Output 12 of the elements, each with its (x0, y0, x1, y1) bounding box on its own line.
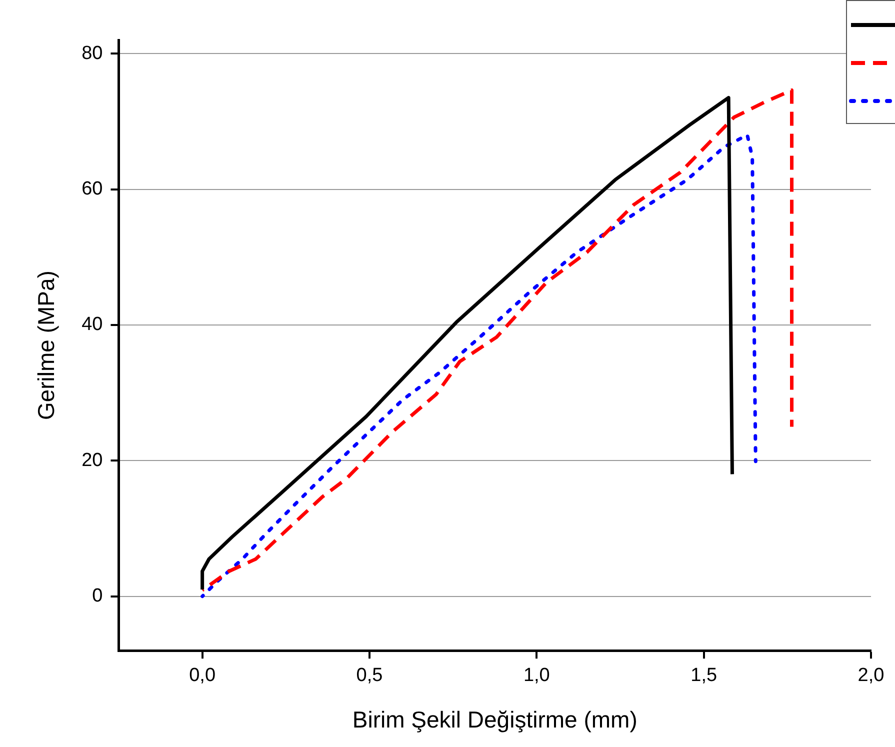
y-tick-label: 0 (92, 586, 103, 607)
x-tick-label: 0,5 (356, 665, 383, 686)
x-tick-label: 2,0 (858, 665, 884, 686)
x-tick-label: 1,5 (690, 665, 718, 686)
y-tick-label: 80 (82, 42, 103, 64)
y-tick-label: 20 (82, 450, 103, 471)
y-tick-label: 40 (82, 314, 103, 336)
x-axis-title: Birim Şekil Değiştirme (mm) (352, 706, 638, 733)
x-tick-label: 0,0 (189, 665, 216, 686)
y-tick-label: 60 (82, 178, 103, 200)
x-tick-label: 1,0 (523, 665, 550, 686)
y-axis-title: Gerilme (MPa) (33, 270, 60, 420)
